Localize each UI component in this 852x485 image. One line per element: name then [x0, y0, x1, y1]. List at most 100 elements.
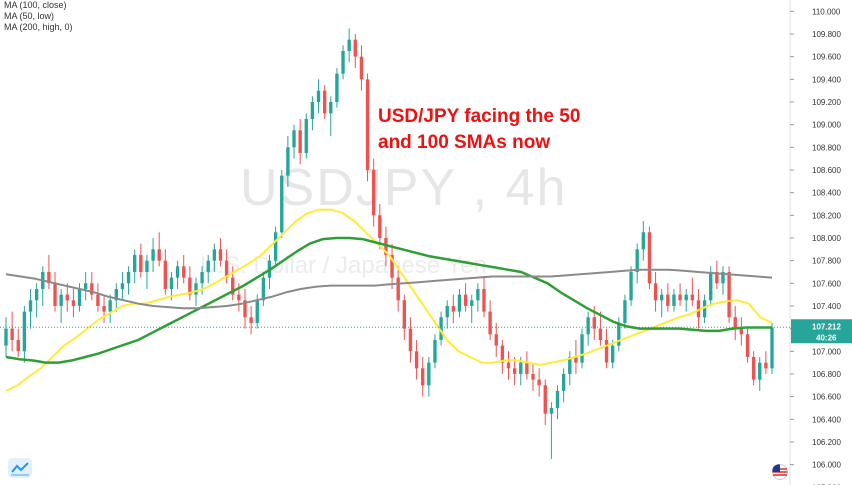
candle-body	[623, 300, 627, 323]
candle-body	[151, 249, 155, 261]
candle-body	[310, 101, 315, 119]
tick-label: 110.000	[812, 7, 841, 16]
candle-body	[322, 90, 327, 114]
candle-body	[598, 328, 603, 340]
price-tag-background	[791, 319, 852, 344]
candle-body	[90, 283, 94, 295]
candle-body	[249, 317, 253, 323]
candle-body	[531, 373, 535, 380]
tradingview-logo-icon[interactable]	[8, 458, 32, 478]
legend-ma50[interactable]: MA (50, low)	[4, 11, 55, 21]
candle-body	[371, 169, 376, 216]
candle-body	[604, 339, 609, 363]
candle-body	[519, 362, 523, 374]
ma100-line	[5, 236, 772, 364]
candle-body	[427, 362, 431, 386]
tick-label: 107.000	[812, 347, 841, 356]
tick-label: 109.600	[812, 53, 841, 62]
candle-body	[359, 56, 364, 80]
candle-body	[482, 288, 486, 312]
tick-label: 106.200	[812, 438, 841, 447]
candle-body	[666, 294, 670, 306]
candle-body	[157, 249, 161, 261]
candle-body	[506, 362, 511, 369]
candle-body	[286, 147, 290, 176]
candle-body	[745, 334, 750, 357]
candle-body	[696, 300, 701, 318]
tick-label: 108.800	[812, 143, 841, 152]
candle-body	[390, 254, 394, 278]
candle-body	[316, 90, 321, 102]
candle-body	[273, 232, 278, 261]
candle-body	[709, 271, 713, 301]
candle-body	[237, 294, 241, 301]
candle-body	[555, 390, 560, 408]
ma200-line	[5, 268, 773, 310]
tick-label: 108.400	[812, 189, 841, 198]
candle-body	[114, 288, 118, 301]
price-axis-background	[790, 0, 852, 485]
candle-body	[4, 328, 8, 346]
candle-body	[610, 345, 615, 363]
tick-label: 105.800	[812, 483, 841, 485]
candle-body	[396, 277, 400, 301]
candle-body	[65, 294, 69, 301]
tick-label: 106.600	[812, 393, 841, 402]
candle-body	[641, 232, 645, 250]
candle-body	[537, 379, 541, 386]
candle-body	[451, 305, 456, 312]
candle-body	[402, 300, 407, 329]
candle-body	[77, 288, 82, 306]
tick-label: 109.200	[812, 98, 841, 107]
candle-body	[433, 339, 437, 363]
candle-body	[751, 356, 756, 380]
candle-body	[353, 39, 357, 57]
candle-body	[739, 328, 744, 335]
candle-body	[182, 266, 186, 278]
candle-body	[660, 294, 664, 301]
candle-body	[231, 277, 235, 295]
candle-body	[702, 300, 707, 318]
candle-body	[71, 300, 76, 306]
candle-body	[96, 294, 100, 306]
tick-label: 106.400	[812, 415, 841, 424]
price-tag-value: 107.212	[812, 322, 841, 331]
candle-body	[139, 254, 143, 272]
candle-body	[488, 311, 492, 335]
candle-body	[690, 294, 695, 301]
candle-body	[194, 283, 198, 295]
candle-body	[145, 260, 149, 272]
candle-body	[10, 328, 14, 340]
candle-body	[635, 249, 639, 272]
watermark-subtitle: U.S. Dollar / Japanese Yen	[200, 252, 487, 279]
tick-label: 106.000	[812, 461, 841, 470]
candle-body	[384, 237, 388, 255]
candle-body	[188, 277, 192, 295]
legend-ma200[interactable]: MA (200, high, 0)	[4, 22, 73, 32]
candle-body	[22, 311, 27, 352]
candle-body	[347, 39, 351, 51]
candle-body	[672, 294, 676, 306]
candle-body	[727, 271, 731, 318]
ma50-line	[5, 208, 773, 392]
candle-body	[758, 362, 762, 380]
candle-body	[500, 345, 505, 363]
candle-body	[102, 305, 106, 312]
candle-body	[28, 300, 33, 312]
candle-body	[175, 266, 180, 278]
legend-ma100[interactable]: MA (100, close)	[4, 0, 67, 10]
tick-label: 107.800	[812, 257, 841, 266]
price-tag-countdown: 40:26	[816, 333, 837, 342]
candle-body	[647, 232, 652, 284]
tick-label: 108.200	[812, 211, 841, 220]
candle-body	[206, 260, 210, 272]
candle-body	[617, 322, 621, 346]
candle-body	[34, 288, 39, 301]
candle-body	[574, 356, 578, 363]
candle-body	[629, 271, 633, 301]
tick-label: 109.800	[812, 30, 841, 39]
candle-body	[335, 73, 339, 102]
tick-label: 107.600	[812, 279, 841, 288]
